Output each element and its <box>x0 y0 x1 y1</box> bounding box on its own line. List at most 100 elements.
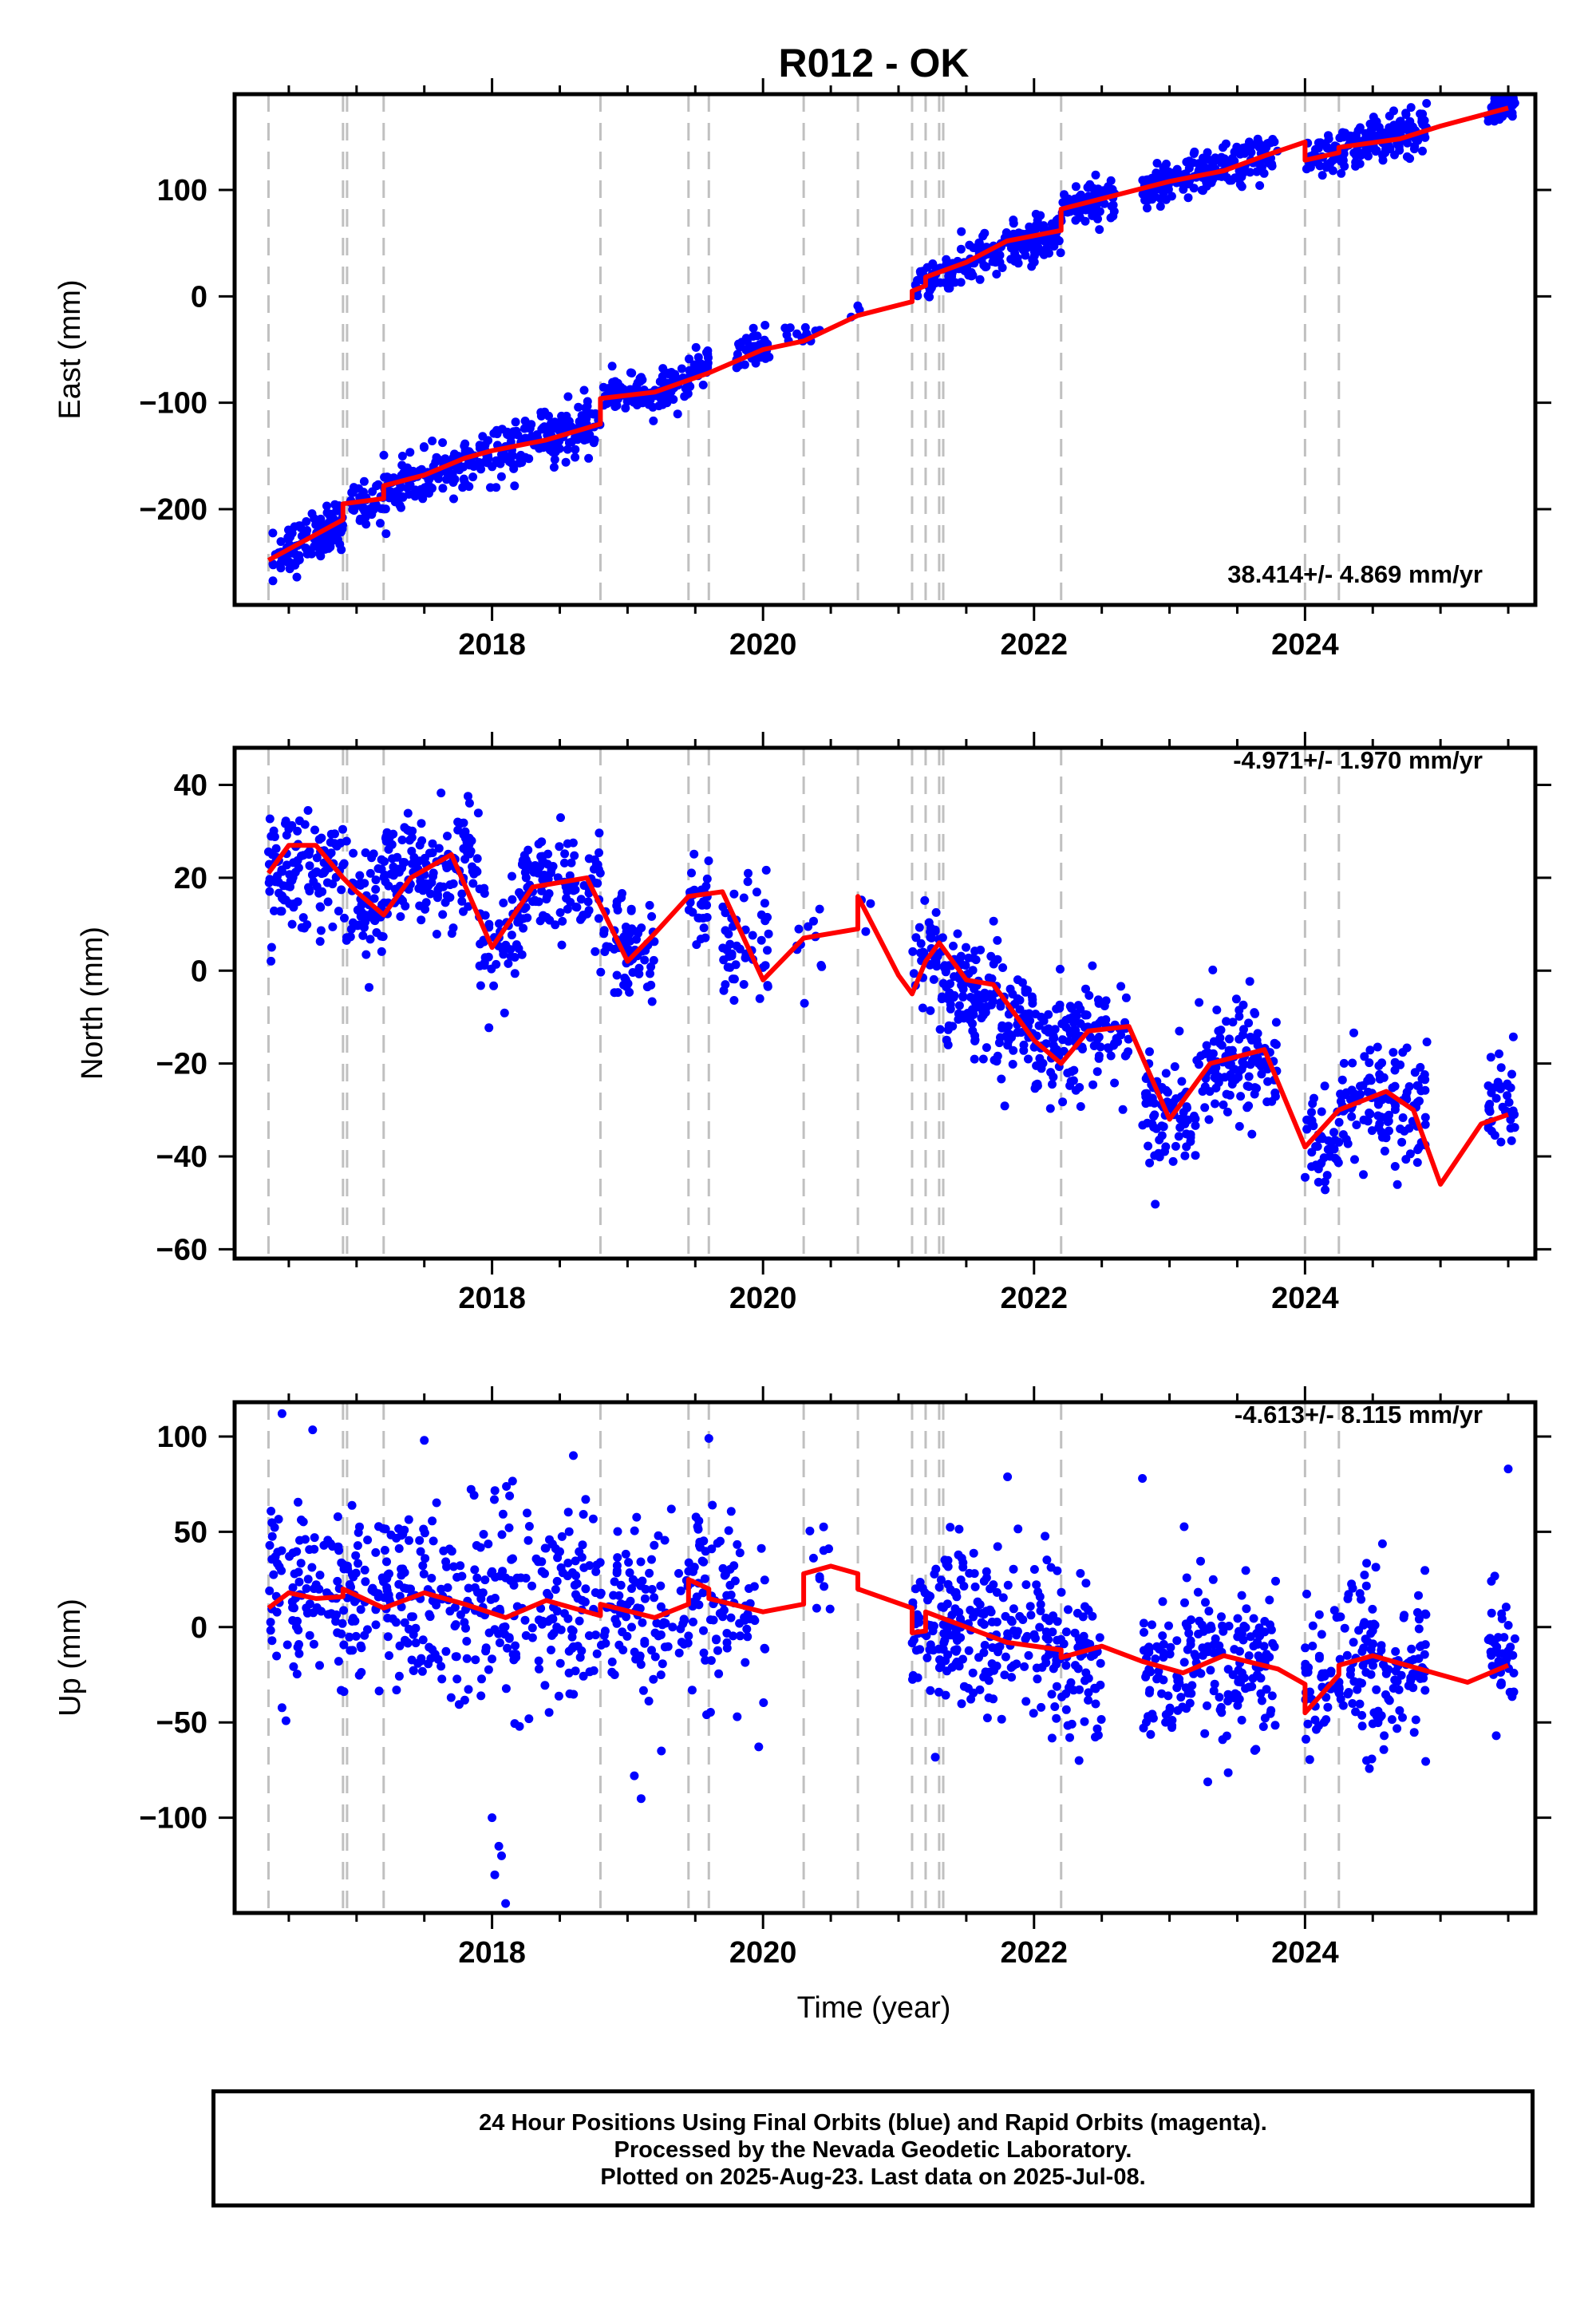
plot-frame <box>232 745 1538 1261</box>
x-axis-label: Time (year) <box>797 1991 951 2025</box>
data-point <box>501 1899 511 1908</box>
data-point <box>500 1622 510 1631</box>
data-point <box>1371 1563 1381 1572</box>
data-point <box>1307 1117 1317 1125</box>
data-point <box>632 935 641 944</box>
data-point <box>407 1612 416 1622</box>
data-point <box>1338 1130 1348 1140</box>
y-axis-label: East (mm) <box>53 279 87 419</box>
data-point <box>348 1646 358 1655</box>
data-point <box>395 1591 405 1601</box>
data-point <box>395 1641 405 1650</box>
data-point <box>316 514 326 524</box>
y-axis-label: North (mm) <box>76 927 109 1080</box>
data-point <box>427 1574 437 1583</box>
data-point <box>740 1613 749 1622</box>
data-point <box>515 1721 524 1731</box>
data-point <box>808 1553 818 1563</box>
data-point <box>1106 1051 1116 1061</box>
data-point <box>578 1540 587 1550</box>
data-point <box>437 1584 446 1594</box>
y-tick-label: 100 <box>157 174 207 207</box>
data-point <box>1256 1061 1266 1071</box>
data-point <box>373 864 383 873</box>
data-point <box>1052 1659 1061 1669</box>
data-point <box>325 510 334 520</box>
data-point <box>458 483 468 492</box>
data-point <box>558 916 567 926</box>
data-point <box>595 848 603 857</box>
data-point <box>761 865 771 875</box>
data-point <box>328 922 338 931</box>
data-point <box>381 1524 390 1534</box>
data-point <box>928 259 938 268</box>
data-point <box>268 576 278 586</box>
data-point <box>1377 1646 1386 1655</box>
data-point <box>592 860 601 869</box>
data-point <box>535 916 545 926</box>
data-point <box>371 1620 381 1630</box>
data-point <box>303 547 313 555</box>
data-point <box>684 1631 693 1641</box>
data-point <box>287 919 297 929</box>
data-point <box>1047 1690 1057 1699</box>
data-point <box>1199 153 1207 163</box>
data-point <box>974 243 984 253</box>
plot-area <box>267 94 1519 605</box>
data-point <box>388 854 397 864</box>
data-point <box>1395 1705 1404 1715</box>
data-point <box>979 1576 989 1586</box>
data-point <box>563 904 572 914</box>
data-point <box>267 943 276 952</box>
data-point <box>581 1495 591 1504</box>
data-point <box>484 1628 494 1638</box>
data-point <box>1164 1621 1173 1630</box>
data-point <box>652 1618 662 1628</box>
data-point <box>1506 1115 1515 1124</box>
data-point <box>380 870 389 879</box>
data-point <box>1364 129 1373 139</box>
data-point <box>621 403 630 413</box>
data-point <box>1235 1121 1244 1131</box>
data-point <box>997 1714 1006 1724</box>
data-point <box>630 1771 639 1780</box>
data-point <box>785 323 795 333</box>
data-point <box>975 1600 985 1610</box>
data-point <box>588 1514 598 1524</box>
data-point <box>1006 255 1016 264</box>
data-point <box>926 1640 935 1650</box>
data-point <box>630 1647 639 1657</box>
data-point <box>404 1515 413 1524</box>
data-point <box>1201 1598 1210 1607</box>
data-point <box>664 370 674 379</box>
data-point <box>749 332 758 341</box>
data-point <box>936 1661 946 1670</box>
data-point <box>1145 1158 1155 1168</box>
data-point <box>540 1681 550 1690</box>
data-point <box>1001 228 1011 237</box>
x-tick-label: 2020 <box>729 1936 797 1970</box>
data-point <box>929 974 938 984</box>
data-point <box>584 453 594 463</box>
data-point <box>695 1537 705 1547</box>
data-point <box>463 848 472 857</box>
data-point <box>1390 1057 1400 1067</box>
data-point <box>820 1582 829 1591</box>
data-point <box>294 863 303 872</box>
data-point <box>497 1530 507 1539</box>
data-point <box>689 1617 697 1626</box>
data-point <box>1019 1040 1029 1049</box>
data-point <box>496 455 505 464</box>
data-point <box>1159 1653 1168 1662</box>
data-point <box>1389 121 1399 130</box>
data-point <box>1270 1088 1280 1097</box>
data-point <box>289 1662 298 1671</box>
data-point <box>1420 1640 1430 1650</box>
data-point <box>452 1674 462 1684</box>
data-point <box>557 940 567 950</box>
data-point <box>721 908 730 918</box>
data-point <box>303 1575 313 1584</box>
data-point <box>1116 1030 1126 1040</box>
data-point <box>968 1668 978 1678</box>
